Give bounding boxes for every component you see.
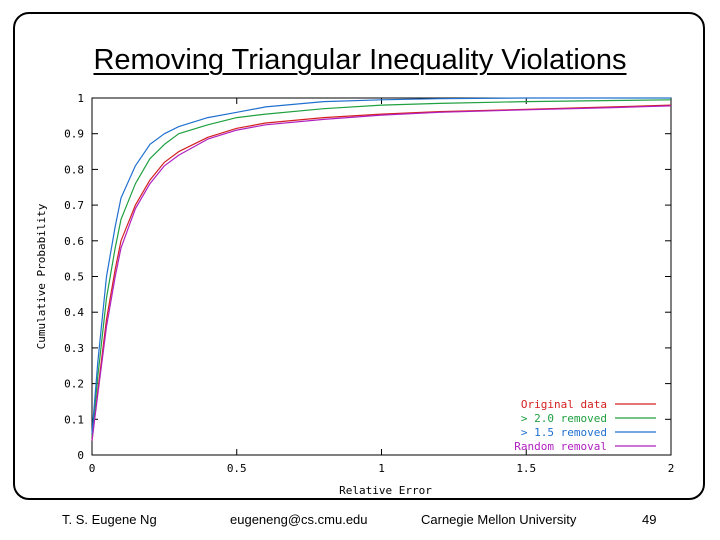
y-tick-label: 0.3 [64, 342, 84, 355]
x-tick-label: 0.5 [227, 462, 247, 475]
footer-author: T. S. Eugene Ng [62, 512, 157, 527]
slide-frame [13, 12, 705, 500]
legend-label-1: Original data [521, 398, 607, 411]
footer-email: eugeneng@cs.cmu.edu [230, 512, 368, 527]
legend-label-4: Random removal [514, 440, 607, 453]
y-tick-label: 0.4 [64, 306, 84, 319]
legend-label-2: > 2.0 removed [521, 412, 607, 425]
y-tick-label: 0.7 [64, 199, 84, 212]
y-tick-label: 0.2 [64, 378, 84, 391]
x-tick-label: 1.5 [516, 462, 536, 475]
x-axis-label: Relative Error [339, 484, 432, 497]
footer-page-number: 49 [642, 512, 657, 527]
y-tick-label: 0.5 [64, 271, 84, 284]
y-tick-label: 0.8 [64, 163, 84, 176]
y-tick-label: 0.6 [64, 235, 84, 248]
x-tick-label: 1 [378, 462, 385, 475]
chart-legend: Original data> 2.0 removed> 1.5 removedR… [514, 398, 656, 453]
y-axis-label: Cumulative Probability [35, 203, 48, 349]
chart-series [91, 97, 672, 441]
series-line-2 [91, 99, 672, 438]
legend-label-3: > 1.5 removed [521, 426, 607, 439]
series-line-4 [91, 105, 672, 441]
series-line-3 [91, 97, 671, 434]
x-tick-label: 2 [668, 462, 675, 475]
y-tick-label: 0.9 [64, 128, 84, 141]
footer-affiliation: Carnegie Mellon University [421, 512, 577, 527]
chart-axes: 0 0.1 0.2 0.3 0.4 0.5 0.6 0.7 0.8 0.9 1 0 0.5 1 1.5 2 Re… [35, 92, 674, 497]
y-tick-label: 0 [77, 449, 84, 462]
x-tick-label: 0 [89, 462, 96, 475]
slide-title: Removing Triangular Inequality Violation… [93, 44, 627, 76]
series-line-1 [91, 104, 672, 441]
y-tick-label: 1 [77, 92, 84, 105]
y-tick-label: 0.1 [64, 413, 84, 426]
